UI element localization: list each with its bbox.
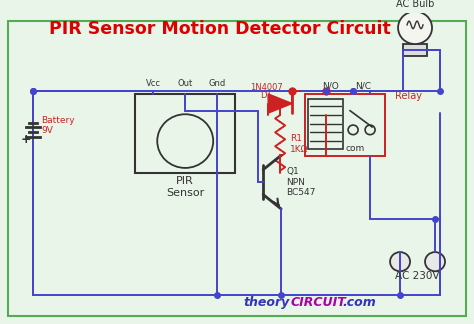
Circle shape — [390, 252, 410, 271]
Text: com: com — [346, 145, 365, 154]
Text: AC 230V: AC 230V — [395, 271, 440, 281]
Text: 1N4007: 1N4007 — [250, 83, 283, 92]
Text: Gnd: Gnd — [209, 79, 226, 88]
Text: .com: .com — [342, 296, 376, 309]
Bar — [308, 99, 343, 149]
Bar — [305, 94, 385, 156]
Bar — [403, 44, 427, 56]
Text: CIRCUIT: CIRCUIT — [290, 296, 346, 309]
Text: 1KΩ: 1KΩ — [290, 145, 309, 154]
Circle shape — [157, 114, 213, 168]
Text: +: + — [20, 133, 31, 146]
Text: PIR Sensor Motion Detector Circuit: PIR Sensor Motion Detector Circuit — [49, 20, 391, 38]
Text: Sensor: Sensor — [166, 188, 204, 198]
Text: AC Bulb: AC Bulb — [396, 0, 434, 9]
Bar — [135, 94, 235, 172]
Text: PIR: PIR — [176, 176, 194, 186]
Polygon shape — [268, 94, 292, 113]
Text: N/C: N/C — [355, 81, 371, 90]
Text: Battery
9V: Battery 9V — [41, 116, 75, 135]
Text: D1: D1 — [260, 91, 272, 100]
Circle shape — [425, 252, 445, 271]
Circle shape — [365, 125, 375, 135]
Text: Vcc: Vcc — [146, 79, 161, 88]
Text: N/O: N/O — [322, 81, 338, 90]
Text: Relay: Relay — [395, 91, 422, 101]
Text: R1: R1 — [290, 133, 302, 143]
Circle shape — [348, 125, 358, 135]
Text: theory: theory — [244, 296, 290, 309]
Text: Out: Out — [178, 79, 193, 88]
Text: Q1
NPN
BC547: Q1 NPN BC547 — [286, 167, 316, 197]
Circle shape — [398, 11, 432, 44]
